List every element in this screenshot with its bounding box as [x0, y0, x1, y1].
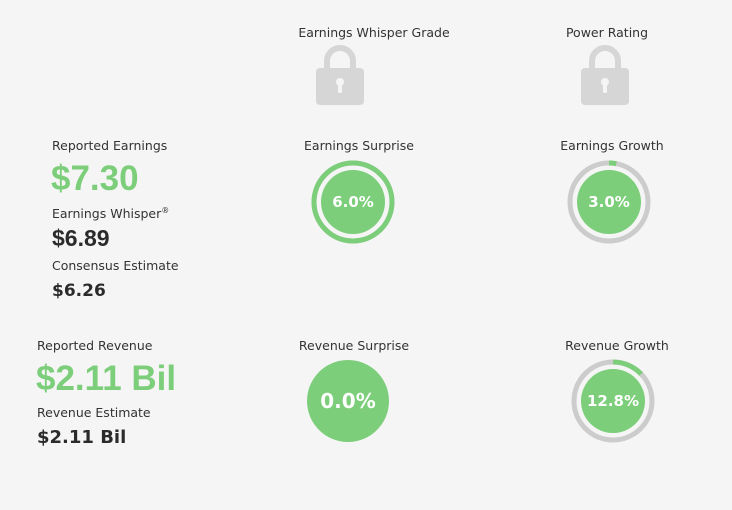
reported-earnings-value: $7.30 [51, 159, 139, 198]
gauge-disc [581, 369, 645, 433]
revenue-surprise-value: 0.0% [320, 389, 375, 413]
consensus-estimate-label: Consensus Estimate [52, 258, 179, 273]
gauge-disc [307, 360, 389, 442]
earnings-growth-label: Earnings Growth [560, 138, 664, 153]
gauge-disc [577, 170, 641, 234]
earnings-growth-value: 3.0% [588, 193, 630, 211]
earnings-surprise-value: 6.0% [332, 193, 374, 211]
revenue-growth-value: 12.8% [587, 392, 639, 410]
registered-mark: ® [161, 205, 170, 215]
gauge-progress [311, 160, 395, 244]
reported-revenue-value: $2.11 Bil [36, 359, 177, 398]
earnings-surprise-label: Earnings Surprise [304, 138, 414, 153]
gauge-progress [567, 160, 651, 244]
whisper-grade-header: Earnings Whisper Grade [298, 25, 450, 40]
earnings-surprise-gauge: 6.0% [311, 160, 395, 244]
earnings-growth-gauge: 3.0% [567, 160, 651, 244]
revenue-estimate-label: Revenue Estimate [37, 405, 151, 420]
revenue-estimate-value: $2.11 Bil [37, 427, 127, 448]
power-rating-header: Power Rating [565, 25, 649, 40]
power-rating-lock-icon [581, 42, 629, 106]
earnings-whisper-label: Earnings Whisper® [52, 205, 170, 221]
gauge-disc [321, 170, 385, 234]
whisper-grade-lock-icon [316, 42, 364, 106]
consensus-estimate-value: $6.26 [52, 281, 106, 301]
revenue-growth-gauge: 12.8% [571, 359, 655, 443]
reported-earnings-label: Reported Earnings [52, 138, 168, 153]
revenue-surprise-gauge: 0.0% [307, 360, 389, 442]
earnings-whisper-value: $6.89 [52, 225, 110, 251]
revenue-growth-label: Revenue Growth [565, 338, 669, 353]
gauge-progress [571, 359, 655, 443]
reported-revenue-label: Reported Revenue [37, 338, 153, 353]
revenue-surprise-label: Revenue Surprise [298, 338, 410, 353]
